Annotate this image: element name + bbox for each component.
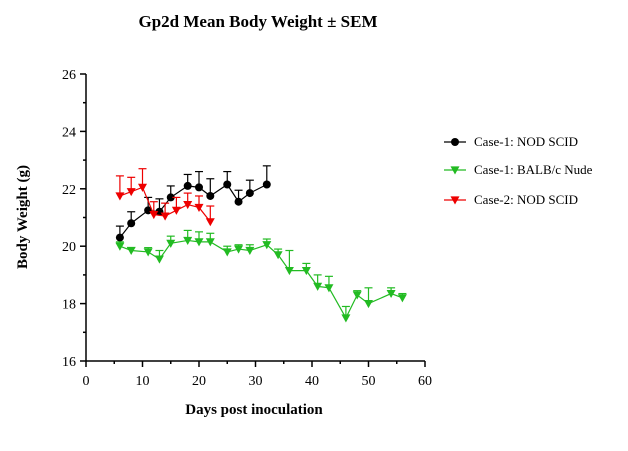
data-point — [183, 236, 193, 245]
legend: Case-1: NOD SCID Case-1: BALB/c Nude Case-… — [444, 134, 593, 207]
y-tick-label: 16 — [62, 355, 76, 370]
data-point — [166, 193, 175, 202]
series-layer — [115, 165, 407, 323]
data-point — [364, 300, 373, 309]
data-point — [386, 289, 396, 299]
data-point — [397, 294, 407, 303]
y-tick-label: 18 — [62, 298, 76, 313]
legend-entry: Case-1: NOD SCID — [444, 134, 578, 149]
x-tick-label: 20 — [192, 374, 206, 389]
data-point — [341, 314, 351, 323]
x-tick-label: 50 — [362, 374, 376, 389]
x-tick-label: 40 — [305, 374, 319, 389]
data-point — [126, 246, 136, 256]
x-tick-label: 0 — [83, 374, 90, 389]
data-point — [195, 183, 203, 192]
data-point — [234, 245, 244, 254]
data-point — [262, 241, 272, 250]
data-point — [205, 218, 215, 227]
legend-marker — [451, 138, 459, 146]
data-point — [126, 188, 136, 197]
x-tick-label: 60 — [418, 374, 432, 389]
data-point — [223, 180, 232, 189]
data-point — [160, 212, 170, 221]
series-line — [119, 183, 268, 238]
series-group — [115, 165, 271, 242]
chart-title: Gp2d Mean Body Weight ± SEM — [138, 12, 377, 31]
legend-entry: Case-1: BALB/c Nude — [444, 162, 593, 177]
x-tick-label: 10 — [136, 374, 150, 389]
x-axis-label: Days post inoculation — [185, 402, 323, 418]
data-point — [206, 191, 215, 200]
data-point — [205, 238, 215, 247]
x-tick-label: 30 — [249, 374, 263, 389]
data-point — [171, 206, 181, 215]
series-group — [115, 229, 407, 323]
data-point — [301, 266, 311, 276]
data-point — [273, 251, 283, 260]
data-point — [245, 246, 255, 256]
data-point — [115, 242, 125, 251]
legend-label: Case-1: NOD SCID — [474, 134, 578, 149]
data-point — [115, 233, 124, 242]
data-point — [115, 192, 125, 201]
data-point — [127, 219, 136, 228]
data-point — [183, 200, 193, 210]
axes: 16 18 20 22 24 26 0 10 20 30 40 50 60 — [62, 68, 432, 389]
data-point — [245, 189, 254, 198]
data-point — [262, 180, 271, 189]
y-tick-label: 20 — [62, 240, 76, 255]
legend-entry: Case-2: NOD SCID — [444, 192, 578, 207]
data-point — [313, 282, 323, 291]
data-point — [194, 238, 204, 247]
y-axis-label: Body Weight (g) — [15, 165, 31, 269]
data-point — [183, 181, 192, 190]
series-line — [119, 239, 403, 320]
data-point — [234, 197, 243, 206]
legend-label: Case-1: BALB/c Nude — [474, 162, 593, 177]
data-point — [138, 183, 147, 192]
data-point — [284, 266, 294, 276]
data-point — [324, 284, 334, 293]
y-tick-label: 22 — [62, 183, 76, 198]
series-group — [115, 168, 215, 227]
data-point — [166, 239, 176, 248]
data-point — [149, 211, 159, 220]
data-point — [154, 255, 164, 264]
data-point — [143, 248, 153, 257]
y-tick-label: 24 — [62, 125, 76, 140]
legend-marker — [450, 166, 460, 175]
data-point — [222, 248, 232, 257]
y-tick-label: 26 — [62, 68, 76, 83]
data-point — [194, 203, 204, 212]
data-point — [352, 291, 362, 300]
legend-marker — [450, 196, 460, 205]
legend-label: Case-2: NOD SCID — [474, 192, 578, 207]
